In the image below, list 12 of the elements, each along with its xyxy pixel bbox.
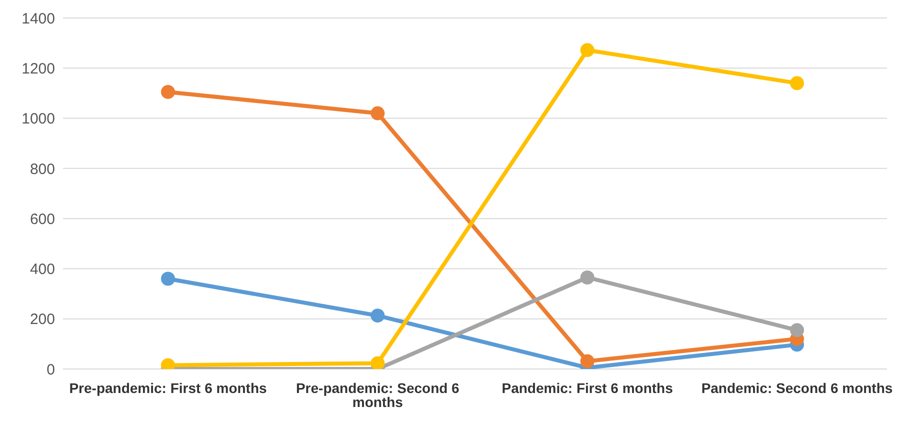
x-tick-label: Pandemic: Second 6 months — [701, 380, 893, 396]
y-tick-label: 200 — [30, 311, 55, 328]
x-tick-label: Pandemic: First 6 months — [502, 380, 674, 396]
x-tick-label: Pre-pandemic: Second 6 months — [296, 380, 460, 410]
y-tick-label: 400 — [30, 261, 55, 278]
y-tick-label: 0 — [46, 361, 55, 378]
x-tick-label: Pre-pandemic: First 6 months — [69, 380, 268, 396]
y-tick-label: 600 — [30, 210, 55, 228]
y-tick-label: 1200 — [22, 60, 55, 78]
y-tick-label: 1000 — [22, 110, 55, 128]
y-tick-label: 800 — [30, 160, 55, 178]
y-tick-label: 1400 — [22, 10, 55, 28]
